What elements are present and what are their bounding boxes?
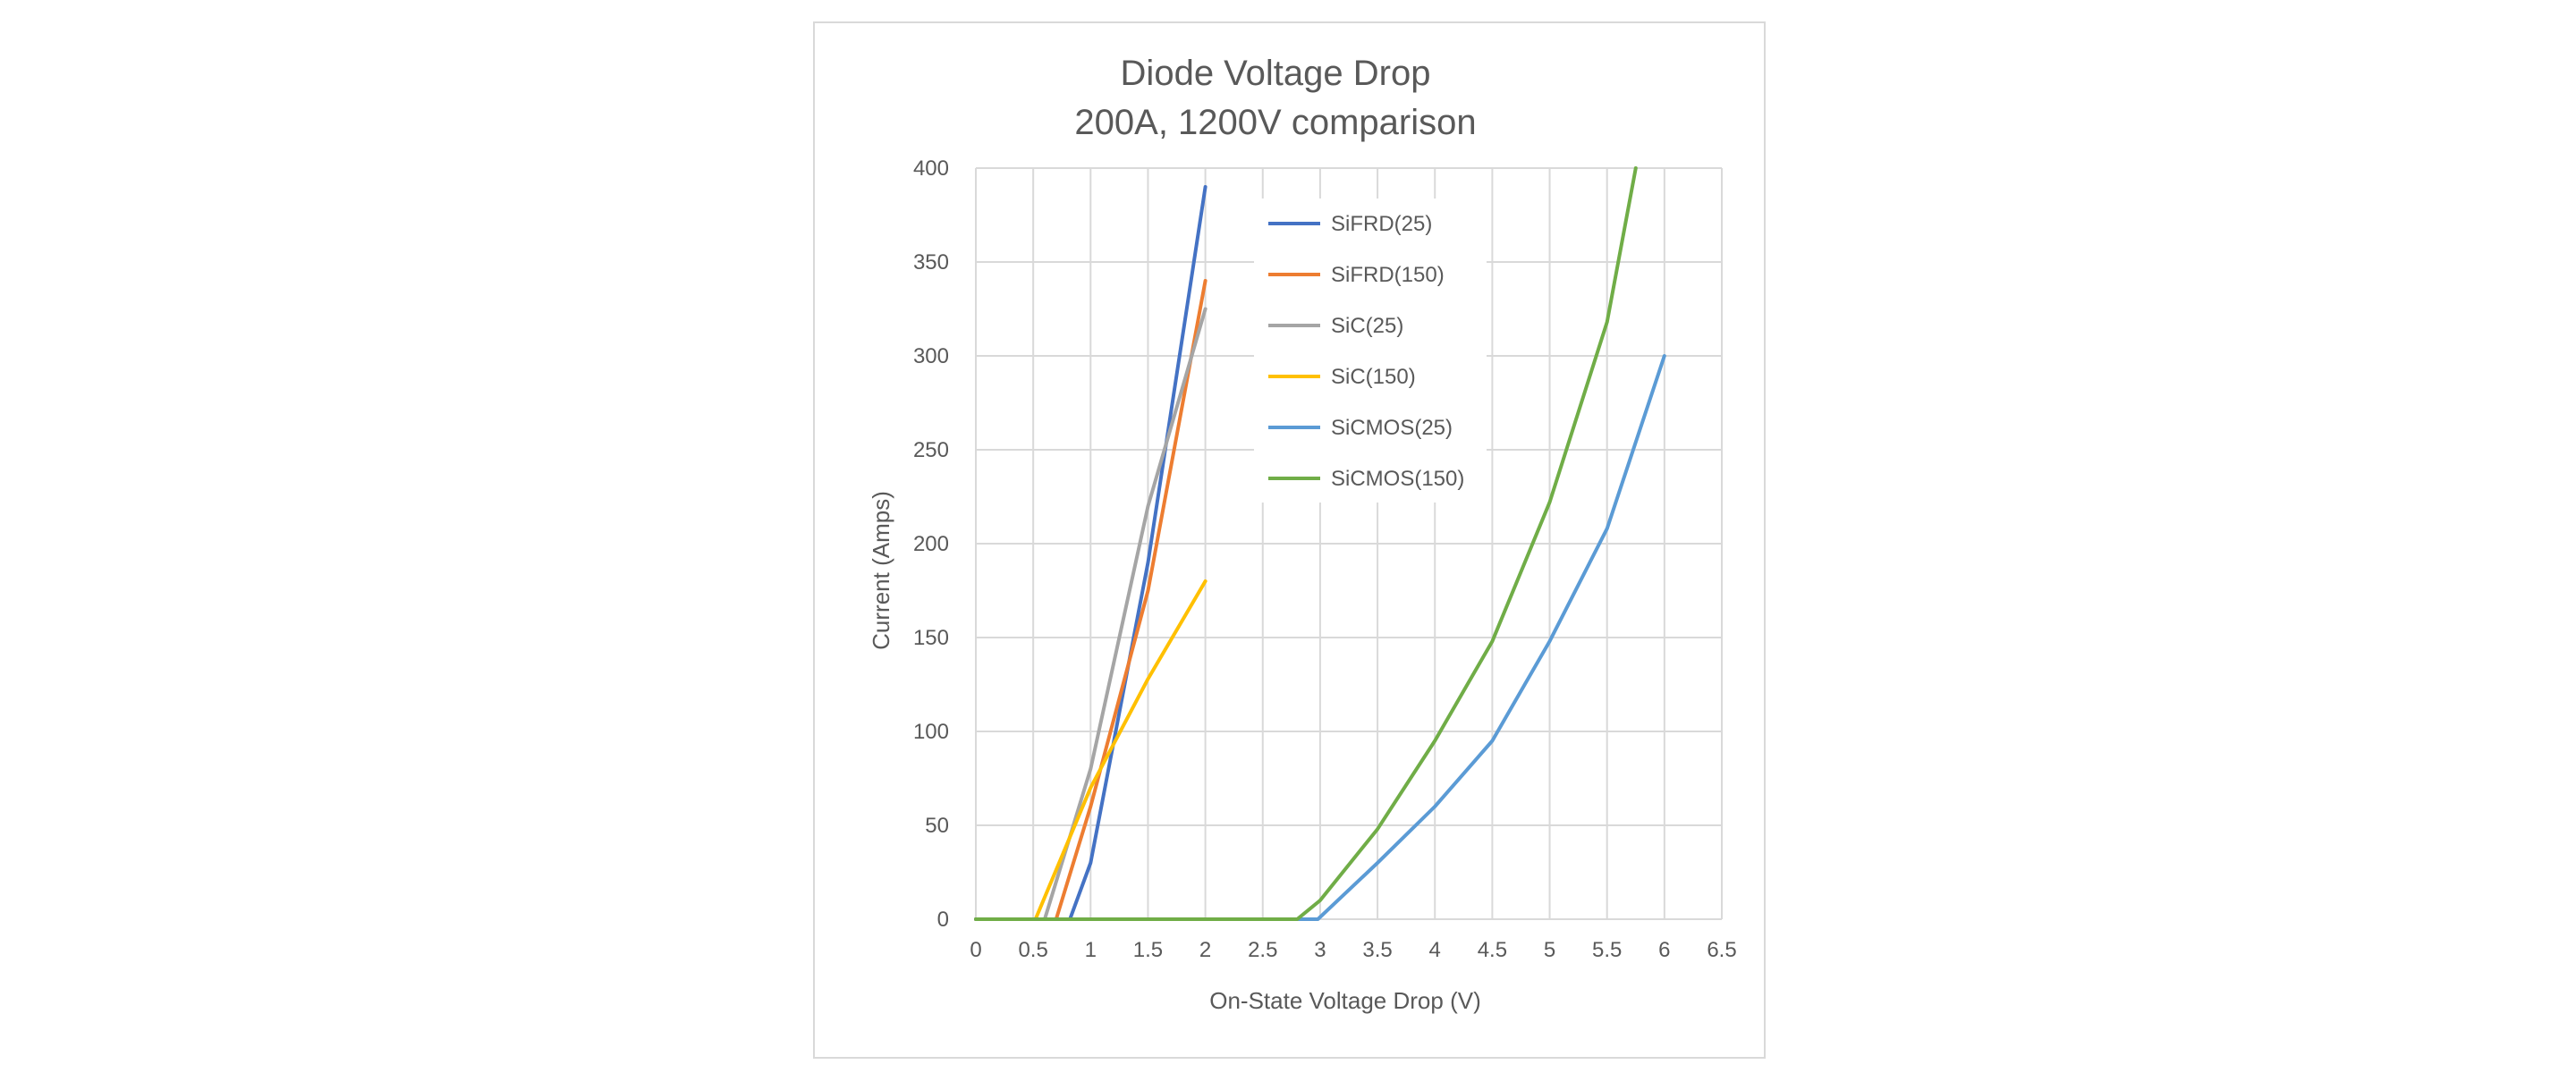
y-axis-ticks: 0 50 100 150 200 250 300 350 400 [913, 156, 949, 932]
legend-label: SiC(25) [1331, 314, 1403, 338]
x-tick-label: 5.5 [1592, 938, 1622, 962]
legend-label: SiC(150) [1331, 365, 1416, 389]
x-tick-label: 1 [1085, 938, 1097, 962]
x-axis-label: On-State Voltage Drop (V) [1209, 987, 1480, 1014]
x-tick-label: 3.5 [1362, 938, 1392, 962]
y-tick-label: 150 [913, 626, 949, 650]
legend-label: SiCMOS(25) [1331, 416, 1453, 440]
legend-label: SiCMOS(150) [1331, 467, 1464, 491]
x-tick-label: 0.5 [1018, 938, 1047, 962]
chart-subtitle: 200A, 1200V comparison [1074, 103, 1476, 142]
y-tick-label: 300 [913, 344, 949, 368]
x-tick-label: 5 [1544, 938, 1555, 962]
x-tick-label: 2 [1199, 938, 1211, 962]
series-lines [974, 166, 1666, 921]
y-tick-label: 200 [913, 532, 949, 556]
x-tick-label: 4.5 [1478, 938, 1507, 962]
x-tick-label: 1.5 [1133, 938, 1163, 962]
y-tick-label: 250 [913, 438, 949, 462]
series-line-sicmos-150 [974, 166, 1638, 921]
legend-background [1254, 199, 1487, 503]
series-line-sicmos-25 [974, 354, 1666, 921]
chart-title: Diode Voltage Drop [1121, 54, 1431, 93]
legend: SiFRD(25) SiFRD(150) SiC(25) SiC(150) SiCMOS… [1268, 212, 1464, 491]
x-tick-label: 2.5 [1248, 938, 1277, 962]
legend-label: SiFRD(25) [1331, 212, 1432, 236]
x-tick-label: 0 [970, 938, 981, 962]
x-tick-label: 4 [1429, 938, 1441, 962]
y-tick-label: 50 [925, 814, 949, 838]
y-tick-label: 100 [913, 720, 949, 744]
y-axis-label: Current (Amps) [868, 491, 894, 650]
y-tick-label: 400 [913, 156, 949, 181]
y-tick-label: 0 [937, 908, 949, 932]
x-tick-label: 6 [1658, 938, 1670, 962]
x-tick-label: 3 [1314, 938, 1326, 962]
legend-label: SiFRD(150) [1331, 263, 1445, 287]
x-axis-ticks: 0 0.5 1 1.5 2 2.5 3 3.5 4 4.5 5 5.5 6 6.5 [970, 938, 1736, 962]
y-tick-label: 350 [913, 250, 949, 275]
x-tick-label: 6.5 [1707, 938, 1736, 962]
